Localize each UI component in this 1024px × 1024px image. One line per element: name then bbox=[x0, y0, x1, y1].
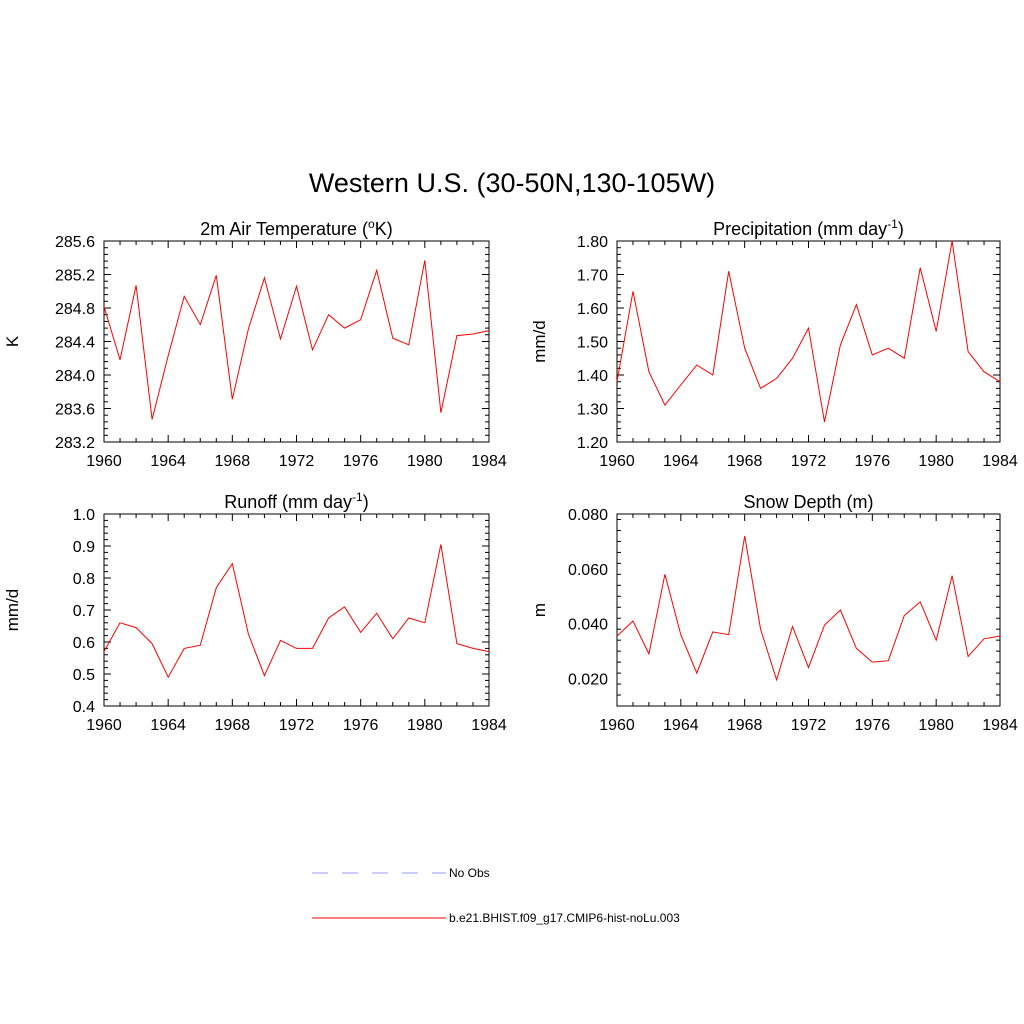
y-tick-label: 1.60 bbox=[577, 301, 608, 318]
panel-4: Snow Depth (m) 1960 1964 1968 1972 1976 1980 19… bbox=[530, 492, 1018, 734]
y-tick-label: 285.2 bbox=[55, 268, 95, 285]
series-line bbox=[616, 240, 1001, 423]
y-tick-label: 1.40 bbox=[577, 368, 608, 385]
y-tick-label: 1.0 bbox=[73, 507, 95, 524]
plot-frame bbox=[103, 240, 490, 443]
y-tick-label: 0.9 bbox=[73, 539, 95, 556]
y-tick-label: 0.8 bbox=[73, 571, 95, 588]
panel-title-text: Runoff (mm day bbox=[224, 492, 352, 512]
panel-1: 2m Air Temperature (oK) 1960 1964 1968 1972 1… bbox=[3, 217, 507, 470]
x-tick-label: 1964 bbox=[663, 717, 699, 734]
panel-title: Runoff (mm day-1) bbox=[224, 490, 368, 512]
y-tick-label: 0.020 bbox=[568, 672, 608, 689]
x-tick-label: 1976 bbox=[343, 717, 379, 734]
panel-title-rest: ) bbox=[363, 492, 369, 512]
x-tick-label: 1976 bbox=[855, 717, 891, 734]
y-axis-label: K bbox=[3, 335, 22, 347]
series-line bbox=[103, 260, 490, 420]
x-tick-label: 1984 bbox=[471, 717, 507, 734]
y-axis-label: m bbox=[530, 603, 549, 617]
x-tick-label: 1960 bbox=[86, 717, 122, 734]
x-tick-label: 1972 bbox=[791, 453, 827, 470]
panel-title-text: 2m Air Temperature ( bbox=[200, 219, 368, 239]
panel-3: Runoff (mm day-1) 1960 1964 1968 1972 1976 198… bbox=[3, 490, 507, 734]
x-tick-label: 1980 bbox=[407, 453, 443, 470]
panel-title: Snow Depth (m) bbox=[743, 492, 873, 512]
x-tick-label: 1972 bbox=[279, 453, 315, 470]
y-tick-label: 1.30 bbox=[577, 402, 608, 419]
x-tick-label: 1968 bbox=[215, 453, 251, 470]
panel-title: 2m Air Temperature (oK) bbox=[200, 217, 392, 239]
x-tick-label: 1964 bbox=[663, 453, 699, 470]
y-tick-label: 283.2 bbox=[55, 435, 95, 452]
plot-frame bbox=[103, 513, 490, 707]
y-tick-label: 0.5 bbox=[73, 667, 95, 684]
x-tick-label: 1984 bbox=[471, 453, 507, 470]
x-tick-label: 1980 bbox=[918, 453, 954, 470]
y-tick-label: 284.4 bbox=[55, 335, 95, 352]
y-axis-label: mm/d bbox=[3, 589, 22, 632]
y-tick-label: 1.20 bbox=[577, 435, 608, 452]
y-tick-label: 1.50 bbox=[577, 335, 608, 352]
y-tick-label: 1.80 bbox=[577, 234, 608, 251]
y-tick-label: 0.080 bbox=[568, 507, 608, 524]
panel-title-superscript: o bbox=[368, 217, 375, 231]
x-tick-label: 1968 bbox=[215, 717, 251, 734]
panel-title-rest: K) bbox=[375, 219, 393, 239]
x-tick-label: 1960 bbox=[599, 453, 635, 470]
panel-title: Precipitation (mm day-1) bbox=[713, 217, 904, 239]
y-tick-label: 284.0 bbox=[55, 368, 95, 385]
x-tick-label: 1980 bbox=[918, 717, 954, 734]
series-line bbox=[103, 544, 490, 679]
x-tick-label: 1984 bbox=[982, 717, 1018, 734]
y-tick-label: 0.4 bbox=[73, 699, 95, 716]
x-tick-label: 1968 bbox=[727, 717, 763, 734]
x-tick-label: 1984 bbox=[982, 453, 1018, 470]
x-tick-label: 1976 bbox=[855, 453, 891, 470]
panel-2: Precipitation (mm day-1) 1960 1964 1968 1972… bbox=[530, 217, 1018, 470]
x-tick-label: 1972 bbox=[279, 717, 315, 734]
y-tick-label: 0.040 bbox=[568, 617, 608, 634]
y-tick-label: 0.7 bbox=[73, 603, 95, 620]
x-tick-label: 1968 bbox=[727, 453, 763, 470]
panel-title-text: Precipitation (mm day bbox=[713, 219, 887, 239]
x-tick-label: 1964 bbox=[150, 717, 186, 734]
main-title: Western U.S. (30-50N,130-105W) bbox=[308, 168, 716, 198]
x-tick-label: 1960 bbox=[86, 453, 122, 470]
legend-label-2: b.e21.BHIST.f09_g17.CMIP6-hist-noLu.003 bbox=[449, 911, 680, 925]
y-tick-label: 0.060 bbox=[568, 562, 608, 579]
x-tick-label: 1972 bbox=[791, 717, 827, 734]
y-tick-label: 1.70 bbox=[577, 268, 608, 285]
x-tick-label: 1960 bbox=[599, 717, 635, 734]
y-tick-label: 285.6 bbox=[55, 234, 95, 251]
panel-title-superscript: -1 bbox=[352, 490, 363, 504]
y-axis-label: mm/d bbox=[530, 320, 549, 363]
panel-title-rest: ) bbox=[898, 219, 904, 239]
y-tick-label: 283.6 bbox=[55, 402, 95, 419]
y-tick-label: 0.6 bbox=[73, 635, 95, 652]
y-tick-label: 284.8 bbox=[55, 301, 95, 318]
legend-label-1: No Obs bbox=[449, 866, 490, 880]
x-tick-label: 1964 bbox=[150, 453, 186, 470]
x-tick-label: 1976 bbox=[343, 453, 379, 470]
x-tick-label: 1980 bbox=[407, 717, 443, 734]
panel-title-text: Snow Depth (m) bbox=[743, 492, 873, 512]
panel-title-superscript: -1 bbox=[887, 217, 898, 231]
legend: No Obs b.e21.BHIST.f09_g17.CMIP6-hist-noL… bbox=[312, 866, 680, 925]
series-line bbox=[616, 535, 1001, 682]
plot-frame bbox=[616, 240, 1001, 443]
